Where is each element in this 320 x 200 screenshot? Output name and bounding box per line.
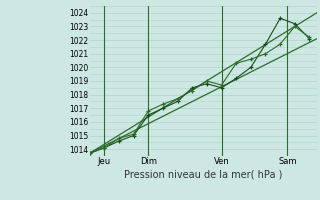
- X-axis label: Pression niveau de la mer( hPa ): Pression niveau de la mer( hPa ): [124, 169, 282, 179]
